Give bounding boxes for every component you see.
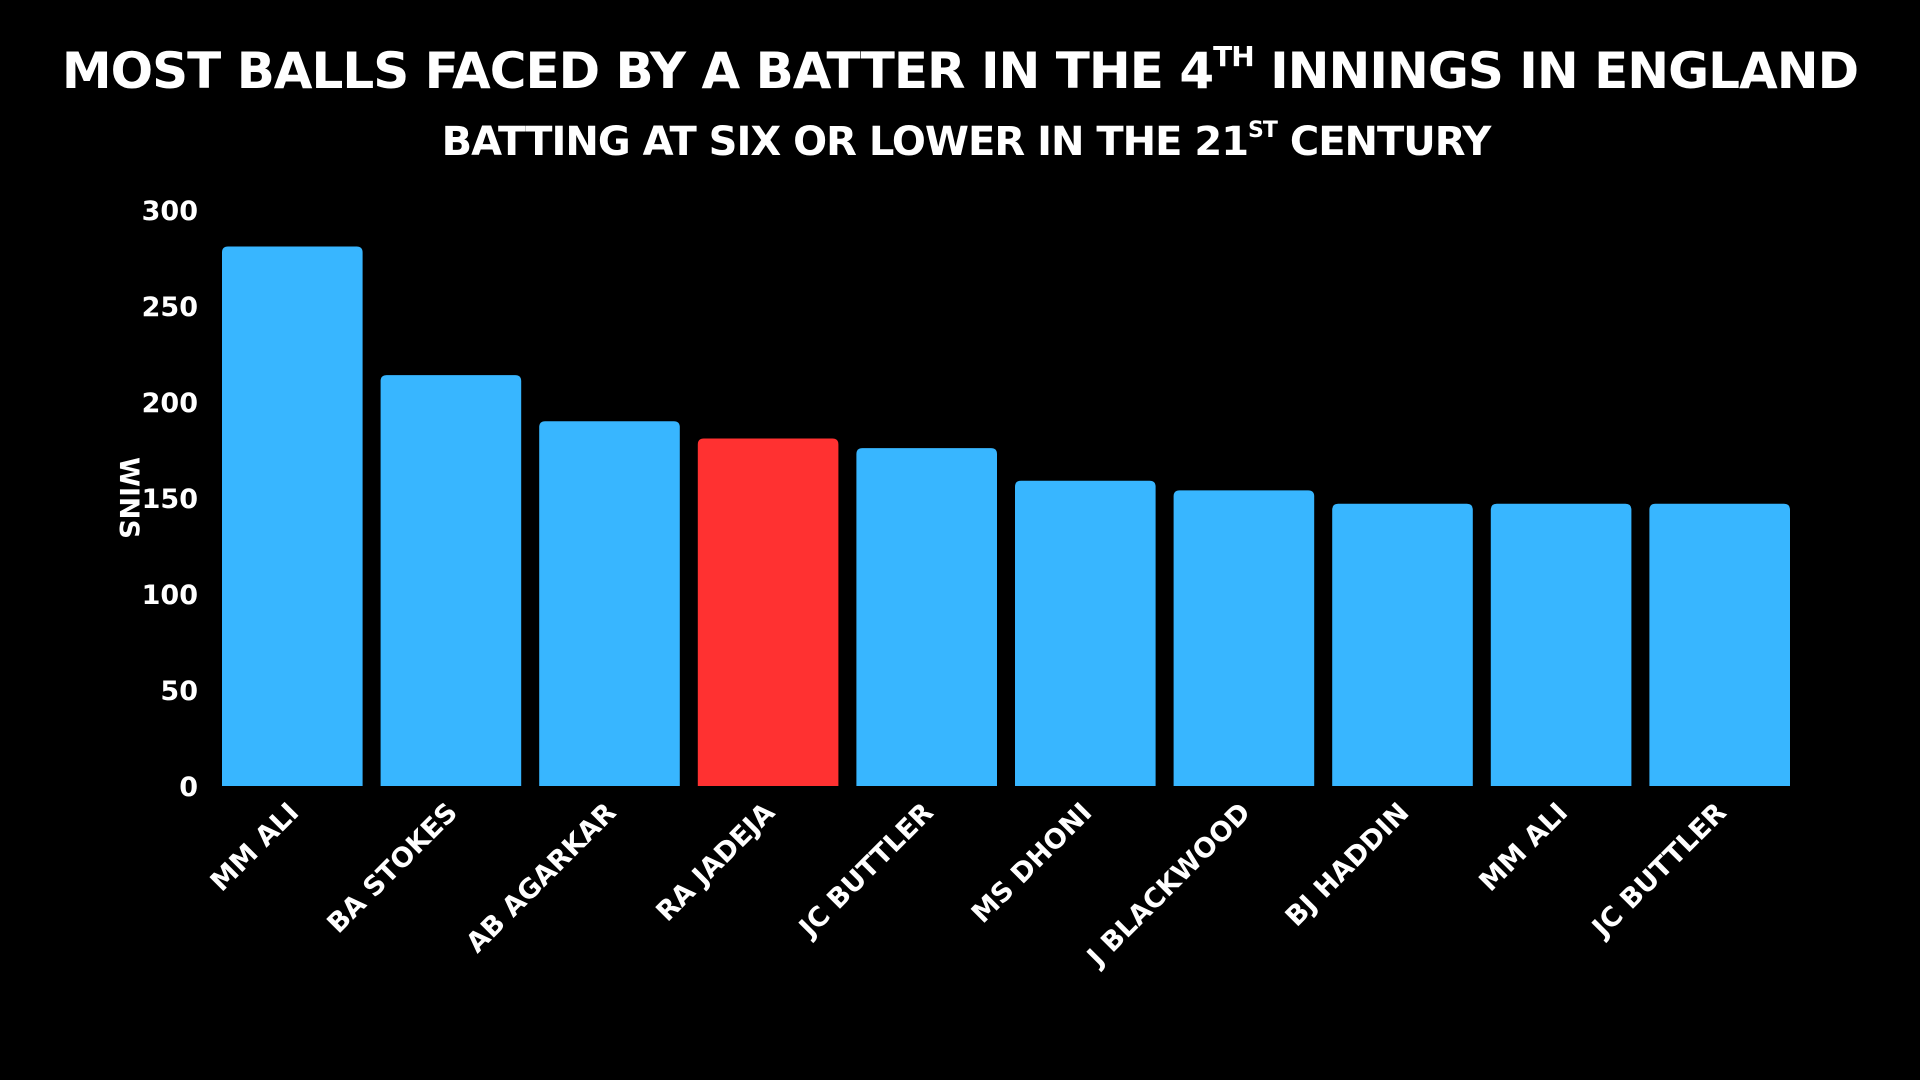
chart-title-main: MOST BALLS FACED BY A BATTER IN THE 4 <box>62 42 1213 100</box>
y-tick-label: 200 <box>142 388 198 419</box>
x-category-label: BJ HADDIN <box>1280 797 1416 933</box>
bar <box>539 421 680 786</box>
bar <box>380 375 522 786</box>
y-tick-label: 250 <box>142 292 198 323</box>
chart-subtitle-main: BATTING AT SIX OR LOWER IN THE 21 <box>442 119 1248 165</box>
chart-title-rest: INNINGS IN ENGLAND <box>1254 42 1858 100</box>
y-tick-label: 0 <box>179 772 198 803</box>
y-axis-ticks: 0 50 100 150 200 250 300 <box>142 196 198 803</box>
x-category-label: AB AGARKAR <box>460 797 622 959</box>
chart-title: MOST BALLS FACED BY A BATTER IN THE 4TH … <box>62 40 1858 100</box>
chart-title-superscript: TH <box>1213 40 1254 73</box>
bar <box>1332 503 1473 786</box>
y-tick-label: 300 <box>142 196 198 227</box>
x-category-label: BA STOKES <box>321 797 463 939</box>
y-axis-title: WINS <box>113 457 144 539</box>
x-category-label: RA JADEJA <box>650 797 781 928</box>
chart-subtitle: BATTING AT SIX OR LOWER IN THE 21ST CENT… <box>442 118 1493 165</box>
bar <box>697 438 839 786</box>
x-category-label: MM ALI <box>1473 797 1574 898</box>
bar <box>222 246 363 787</box>
bar <box>1649 503 1790 786</box>
bar <box>1015 480 1156 786</box>
chart-subtitle-superscript: ST <box>1248 118 1278 143</box>
bar <box>1173 490 1315 786</box>
bars-group <box>222 246 1790 787</box>
x-category-label: MM ALI <box>205 797 306 898</box>
x-category-label: MS DHONI <box>966 797 1098 929</box>
chart-subtitle-rest: CENTURY <box>1277 119 1492 165</box>
x-category-label: JC BUTTLER <box>1585 797 1733 945</box>
y-tick-label: 50 <box>160 676 198 707</box>
bar <box>856 448 997 786</box>
x-category-label: JC BUTTLER <box>792 797 940 945</box>
y-tick-label: 100 <box>142 580 198 611</box>
y-tick-label: 150 <box>142 484 198 515</box>
bar <box>1490 503 1632 786</box>
x-category-label: J BLACKWOOD <box>1080 797 1257 974</box>
